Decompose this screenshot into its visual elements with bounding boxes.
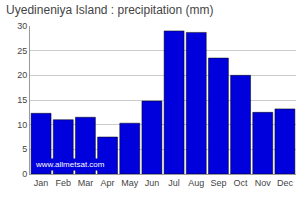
svg-text:www.allmetsat.com: www.allmetsat.com (35, 160, 105, 169)
svg-text:Feb: Feb (55, 178, 71, 188)
svg-text:Sep: Sep (210, 178, 226, 188)
svg-text:5: 5 (22, 144, 27, 154)
svg-text:0: 0 (22, 169, 27, 179)
svg-text:10: 10 (17, 120, 27, 130)
svg-text:Aug: Aug (188, 178, 204, 188)
svg-text:Uyedineniya Island : precipita: Uyedineniya Island : precipitation (mm) (6, 3, 213, 17)
svg-text:25: 25 (17, 46, 27, 56)
svg-text:Mar: Mar (78, 178, 94, 188)
svg-text:Oct: Oct (234, 178, 249, 188)
svg-text:Nov: Nov (255, 178, 272, 188)
svg-text:Jun: Jun (145, 178, 160, 188)
svg-text:May: May (121, 178, 139, 188)
svg-text:20: 20 (17, 70, 27, 80)
svg-text:Apr: Apr (101, 178, 115, 188)
svg-text:30: 30 (17, 21, 27, 31)
svg-text:Jan: Jan (34, 178, 49, 188)
svg-text:Jul: Jul (168, 178, 180, 188)
svg-text:15: 15 (17, 95, 27, 105)
svg-text:Dec: Dec (277, 178, 294, 188)
